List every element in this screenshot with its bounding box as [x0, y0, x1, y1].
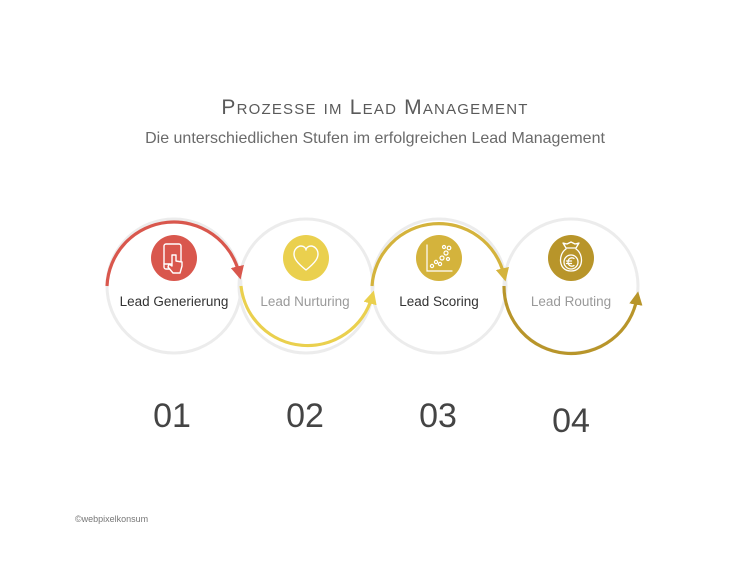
step-4-number: 04 [552, 402, 590, 440]
step-labels: Lead Generierung Lead Nurturing Lead Sco… [120, 294, 612, 309]
step-4-label: Lead Routing [531, 294, 611, 309]
copyright-notice: ©webpixelkonsum [75, 514, 149, 524]
heart-icon [293, 245, 319, 271]
arc-step-4 [502, 285, 643, 356]
step-1-number: 01 [153, 397, 191, 435]
euro-money-bag-icon [559, 241, 583, 272]
scatter-chart-icon [426, 244, 453, 272]
step-numbers: 01 02 03 04 [153, 397, 590, 440]
page-subtitle: Die unterschiedlichen Stufen im erfolgre… [145, 130, 605, 147]
step-1-label: Lead Generierung [120, 294, 229, 309]
page-title: Prozesse im Lead Management [221, 96, 529, 119]
arc-step-3 [370, 222, 509, 287]
step-2-number: 02 [286, 397, 324, 435]
step-3-number: 03 [419, 397, 457, 435]
process-arcs [105, 220, 643, 356]
step-2-icon-badge [283, 235, 329, 281]
step-1-icon-badge [151, 235, 197, 281]
tablet-touch-icon [163, 243, 183, 274]
arc-step-1 [105, 220, 244, 287]
arc-step-2 [239, 285, 377, 348]
step-3-icon-badge [416, 235, 462, 281]
step-3-label: Lead Scoring [399, 294, 479, 309]
step-4-icon-badge [548, 235, 594, 281]
step-2-label: Lead Nurturing [260, 294, 349, 309]
